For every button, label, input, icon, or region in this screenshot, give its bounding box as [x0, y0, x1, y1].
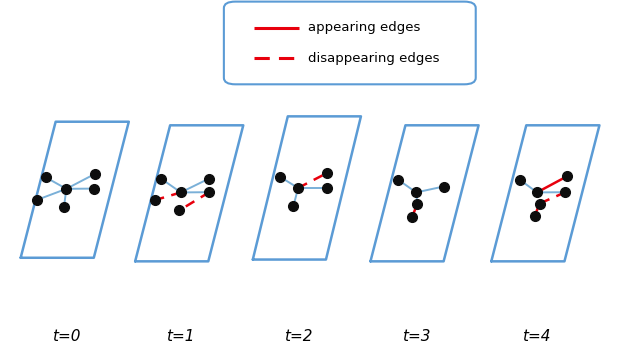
Text: t=3: t=3 — [401, 329, 430, 344]
FancyBboxPatch shape — [224, 2, 476, 84]
Text: t=4: t=4 — [522, 329, 551, 344]
Text: disappearing edges: disappearing edges — [308, 52, 440, 65]
Text: t=1: t=1 — [166, 329, 195, 344]
Text: appearing edges: appearing edges — [308, 21, 421, 34]
Text: t=2: t=2 — [284, 329, 312, 344]
Text: t=0: t=0 — [52, 329, 80, 344]
